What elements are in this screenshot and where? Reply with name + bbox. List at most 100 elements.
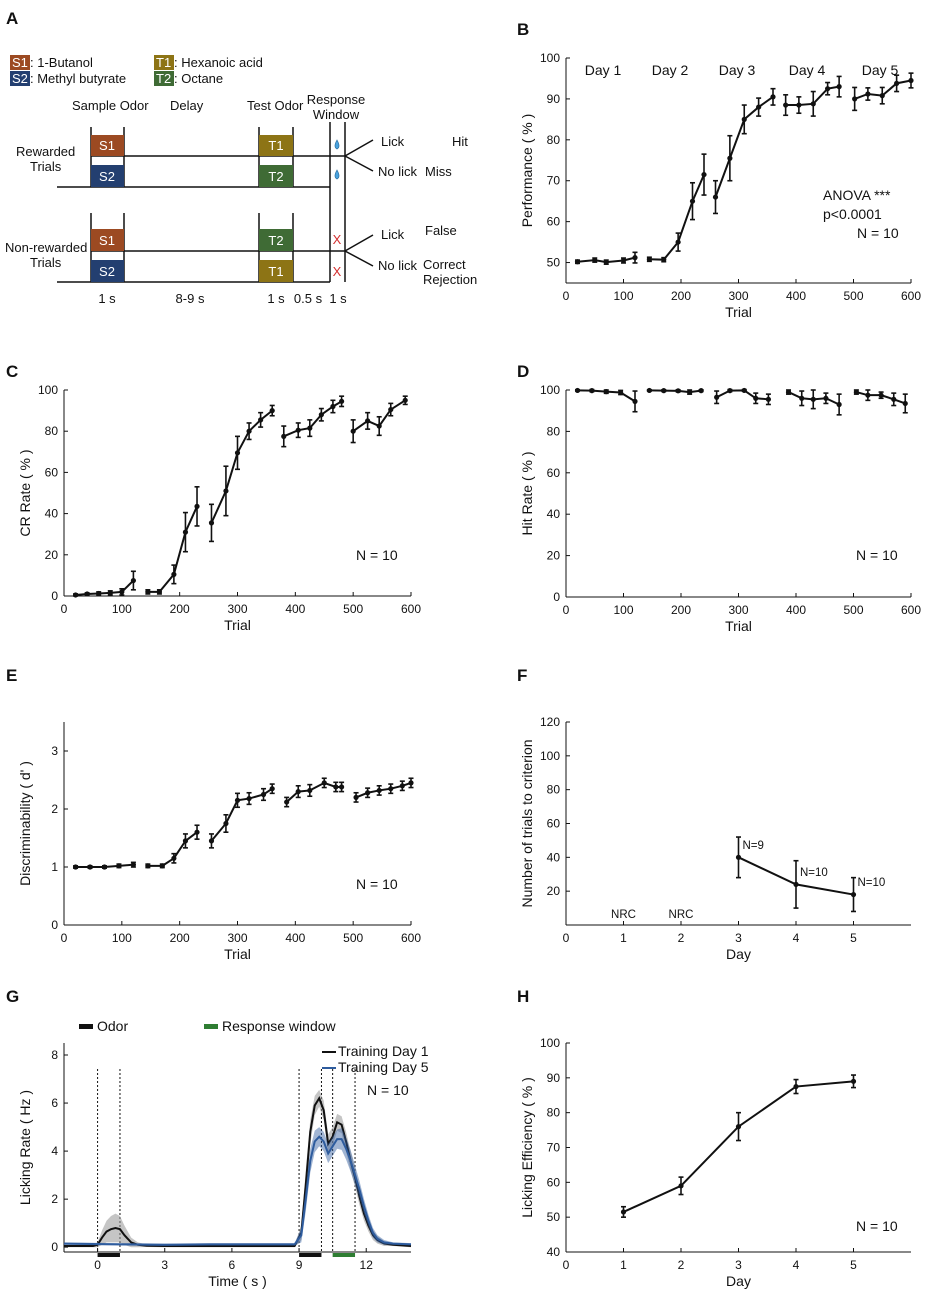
data-point [388,786,394,792]
x-tick-label: 200 [671,289,691,303]
y-tick-label: 100 [540,383,560,397]
day-label: Day 5 [862,62,899,78]
data-point [182,838,189,844]
data-point [376,787,382,794]
outcome-miss: Miss [425,164,452,179]
data-point [770,94,776,100]
water-drop-icon [334,169,340,180]
legend-s1-swatch [10,55,30,70]
data-point [592,257,598,263]
x-tick-label: 500 [843,603,863,617]
data-point [727,155,733,161]
header-sample-odor: Sample Odor [72,98,149,113]
data-point [894,80,900,86]
data-point [116,863,122,869]
y-tick-label: 3 [51,744,58,758]
rewarded-top-sample-box [91,135,124,156]
data-point [687,389,693,395]
outcome-false: False [425,223,457,238]
data-point [96,590,102,597]
data-point [171,571,177,577]
data-point [281,433,287,439]
odor-period-bar [299,1253,322,1257]
data-point [284,799,290,805]
y-tick-label: 0 [553,590,560,604]
x-tick-label: 300 [227,931,247,945]
chart-panel-d: 0 100 200 300 400 500 600 0 20 40 60 80 100 Trial Hit … [519,383,921,634]
y-tick-label: 90 [547,92,561,106]
data-point [727,388,733,394]
data-point [765,396,772,402]
series-legend-label: Training Day 1 [338,1043,429,1059]
data-point [246,795,252,802]
data-point [72,864,79,870]
chart-panel-f: 0 1 2 3 4 5 20 40 60 80 100 120 Day Number of trials … [519,715,911,962]
y-tick-label: 60 [547,817,561,831]
y-tick-label: 50 [547,1210,561,1224]
data-point [902,400,908,407]
data-point [376,423,382,429]
x-tick-label: 300 [227,602,247,616]
x-tick-label: 5 [850,931,857,945]
data-point [735,854,742,860]
outcome-correct: Correct [423,257,466,272]
nonrewarded-top-test-label: T2 [268,233,283,248]
x-tick-label: 0 [563,603,570,617]
data-point [908,77,914,84]
data-point [258,417,264,423]
y-tick-label: 40 [547,507,561,521]
rewarded-top-test-label: T1 [268,138,283,153]
y-tick-label: 100 [540,51,560,65]
data-point [603,259,609,265]
legend-t1-tag: T1 [156,55,171,70]
x-tick-label: 2 [678,931,685,945]
series-line [147,505,198,593]
data-point [678,1183,684,1189]
data-point [307,425,313,431]
n-label: N = 10 [367,1082,409,1098]
data-point [87,864,93,870]
series-line [285,781,342,803]
panel-letter-h: H [517,987,529,1006]
y-tick-label: 70 [547,174,561,188]
y-tick-label: 60 [547,1175,561,1189]
data-point [339,398,345,404]
data-point [107,590,113,596]
day-label: Day 4 [789,62,826,78]
data-point [318,412,324,418]
data-point [130,577,136,584]
nonrewarded-bottom-sample-box [91,260,124,282]
y-tick-label: 90 [547,1071,561,1085]
data-point [853,389,859,395]
day-label: Day 2 [652,62,689,78]
data-point [620,1209,627,1215]
x-tick-label: 1 [620,1258,627,1272]
data-point [810,101,816,107]
anova-label: ANOVA *** [823,187,891,203]
y-tick-label: 50 [547,256,561,270]
data-point [350,428,356,434]
x-tick-label: 2 [678,1258,685,1272]
y-axis-title: Hit Rate ( % ) [519,451,535,535]
y-axis-title: Performance ( % ) [519,114,535,228]
nonrewarded-label-2: Trials [30,255,62,270]
x-tick-label: 400 [285,602,305,616]
data-point [698,388,704,394]
data-point [208,838,215,844]
series-line [63,1135,412,1246]
legend-t2-name: : Octane [174,71,223,86]
x-tick-label: 6 [229,1258,236,1272]
rewarded-label-1: Rewarded [16,144,75,159]
panel-letter-b: B [517,20,529,39]
data-point [646,387,652,394]
data-point [891,396,897,402]
x-tick-label: 4 [793,931,800,945]
y-tick-label: 80 [547,133,561,147]
y-tick-label: 100 [38,383,58,397]
x-tick-label: 9 [296,1258,303,1272]
series-legend-label: Training Day 5 [338,1059,429,1075]
data-point [735,1124,742,1130]
rewarded-label-2: Trials [30,159,62,174]
data-point [408,780,414,786]
x-tick-label: 100 [112,602,132,616]
